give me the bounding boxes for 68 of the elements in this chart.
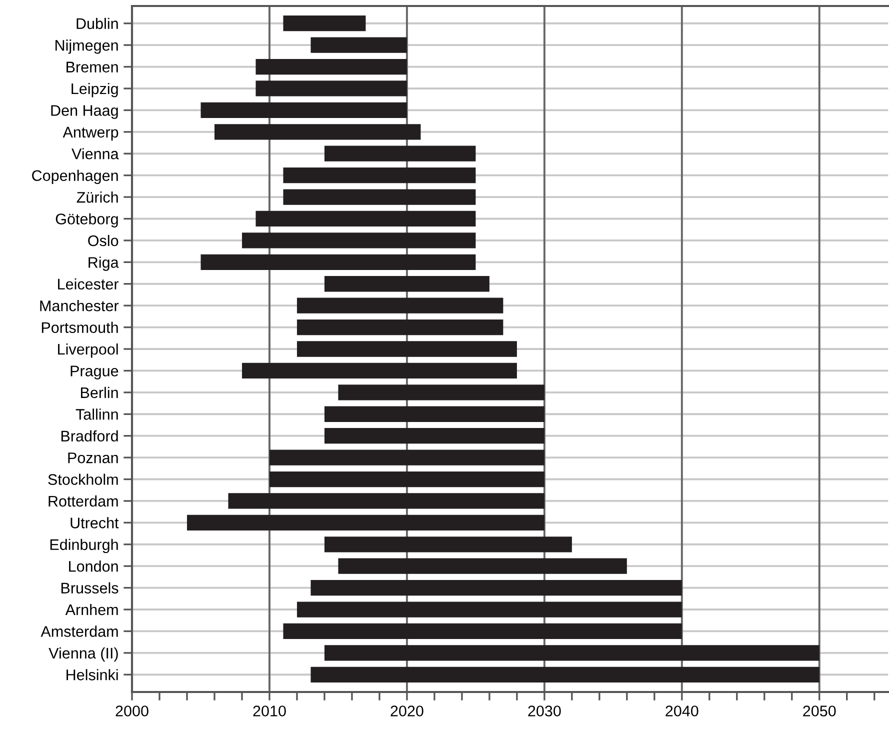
bar — [324, 406, 544, 422]
x-tick-label: 2020 — [390, 706, 424, 716]
y-tick-label: Leicester — [58, 278, 119, 290]
y-tick-label: Nijmegen — [56, 40, 118, 54]
y-tick-label: Utrecht — [70, 517, 119, 528]
bar — [324, 536, 572, 552]
bar — [256, 210, 476, 227]
bar — [296, 602, 682, 618]
y-tick-label: Prague — [70, 366, 118, 380]
bar — [338, 384, 544, 400]
bar — [283, 16, 366, 32]
x-tick-label: 2010 — [253, 706, 286, 716]
bar — [242, 232, 476, 248]
y-tick-label: Portsmouth — [42, 322, 118, 333]
bar — [228, 493, 544, 509]
bar — [296, 319, 504, 336]
y-tick-label: Tallinn — [76, 408, 118, 420]
bar — [256, 80, 407, 96]
y-tick-label: London — [69, 560, 118, 572]
y-tick-label: Göteborg — [56, 213, 118, 228]
y-tick-label: Vienna (II) — [48, 647, 118, 662]
y-tick-label: Antwerp — [62, 126, 118, 141]
y-tick-label: Oslo — [88, 234, 118, 246]
bar — [200, 254, 476, 270]
y-tick-label: Poznan — [68, 452, 118, 464]
y-tick-label: Berlin — [81, 386, 118, 398]
bar — [324, 146, 476, 162]
y-tick-label: Den Haag — [51, 105, 118, 119]
y-tick-label: Manchester — [40, 300, 119, 312]
bar — [338, 558, 627, 574]
bar — [310, 666, 820, 682]
x-tick-label: 2000 — [116, 706, 148, 716]
bar — [324, 428, 544, 444]
bar — [324, 276, 490, 292]
y-tick-label: Liverpool — [58, 343, 118, 358]
y-tick-label: Amsterdam — [40, 626, 118, 637]
y-tick-label: Bradford — [61, 430, 118, 442]
bar — [200, 102, 407, 118]
bar — [283, 623, 682, 640]
y-tick-label: Brussels — [61, 582, 118, 594]
y-tick-label: Vienna — [72, 148, 119, 160]
bar — [283, 168, 476, 184]
y-tick-label: Arnhem — [65, 604, 118, 616]
bar — [242, 362, 517, 379]
bar — [214, 124, 421, 140]
y-tick-label: Rotterdam — [48, 495, 118, 507]
y-tick-label: Bremen — [66, 62, 118, 72]
bar — [310, 37, 407, 53]
y-tick-label: Leipzig — [72, 82, 118, 98]
y-tick-label: Riga — [88, 256, 119, 271]
y-tick-label: Dublin — [76, 18, 118, 30]
y-tick-label: Copenhagen — [32, 170, 118, 184]
bar — [310, 580, 682, 596]
bar — [296, 298, 504, 314]
bar — [186, 514, 544, 530]
bar — [269, 471, 544, 488]
bar — [296, 341, 517, 357]
y-tick-label: Stockholm — [48, 474, 118, 485]
bar — [283, 189, 476, 205]
x-tick-label: 2030 — [528, 706, 561, 716]
y-tick-label: Zürich — [76, 192, 118, 203]
y-tick-label: Helsinki — [66, 669, 118, 680]
bar — [256, 58, 407, 75]
x-tick-label: 2050 — [803, 706, 836, 716]
bar — [269, 450, 544, 466]
x-tick-label: 2040 — [666, 706, 698, 716]
y-tick-label: Edinburgh — [50, 538, 118, 554]
bar — [324, 645, 820, 661]
